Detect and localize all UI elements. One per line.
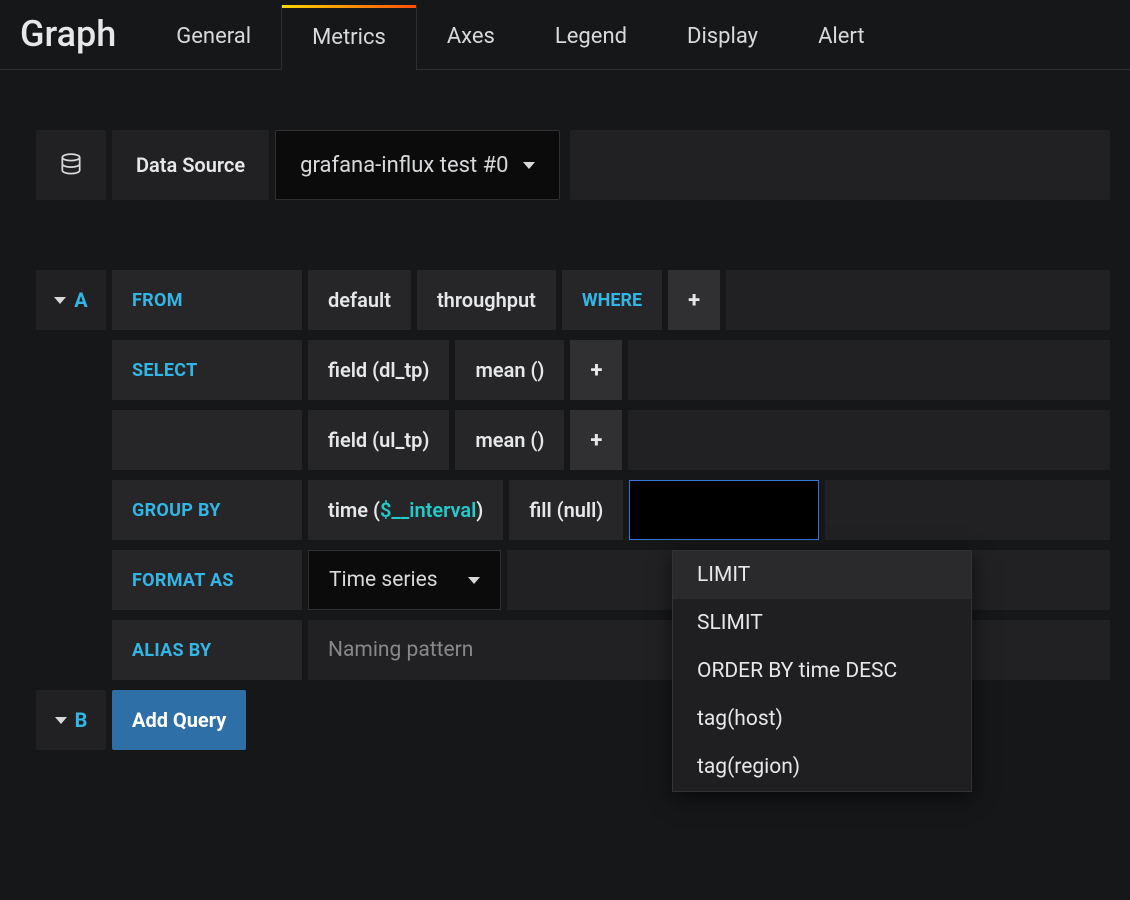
query-row-select-1: SELECT field (dl_tp) mean () + (36, 340, 1110, 400)
query-handle-spacer (36, 340, 106, 400)
segment-mean-dl[interactable]: mean () (455, 340, 564, 400)
datasource-select[interactable]: grafana-influx test #0 (275, 130, 559, 200)
keyword-formatas: FORMAT AS (112, 550, 302, 610)
dropdown-option-slimit[interactable]: SLIMIT (673, 599, 971, 647)
query-toggle-b[interactable]: B (36, 690, 106, 750)
query-ref-label: B (75, 708, 88, 732)
dropdown-option-limit[interactable]: LIMIT (673, 551, 971, 599)
tab-legend[interactable]: Legend (525, 4, 657, 69)
row-fill (628, 340, 1110, 400)
keyword-empty (112, 410, 302, 470)
datasource-label: Data Source (112, 130, 269, 200)
groupby-add-input[interactable] (629, 480, 819, 540)
segment-mean-ul[interactable]: mean () (455, 410, 564, 470)
query-handle-spacer (36, 620, 106, 680)
datasource-icon (36, 130, 106, 200)
query-handle-spacer (36, 480, 106, 540)
tab-metrics[interactable]: Metrics (281, 5, 417, 70)
segment-field-ul[interactable]: field (ul_tp) (308, 410, 449, 470)
tab-axes[interactable]: Axes (417, 4, 525, 69)
row-fill (726, 270, 1110, 330)
keyword-from: FROM (112, 270, 302, 330)
query-handle-spacer (36, 410, 106, 470)
query-ref-label: A (74, 288, 87, 312)
add-select-part-button-2[interactable]: + (570, 410, 622, 470)
row-fill (628, 410, 1110, 470)
chevron-down-icon (523, 162, 535, 169)
dropdown-option-tag-host[interactable]: tag(host) (673, 695, 971, 743)
format-as-value: Time series (329, 568, 438, 592)
datasource-row: Data Source grafana-influx test #0 (36, 130, 1110, 200)
panel-tab-bar: Graph General Metrics Axes Legend Displa… (0, 0, 1130, 70)
caret-down-icon (55, 717, 67, 724)
query-row-from: A FROM default throughput WHERE + (36, 270, 1110, 330)
panel-type-title: Graph (16, 13, 146, 69)
dropdown-option-orderby[interactable]: ORDER BY time DESC (673, 647, 971, 695)
add-select-part-button[interactable]: + (570, 340, 622, 400)
datasource-selected-value: grafana-influx test #0 (300, 153, 508, 178)
metrics-panel-body: Data Source grafana-influx test #0 A FRO… (0, 70, 1130, 780)
segment-field-dl[interactable]: field (dl_tp) (308, 340, 449, 400)
query-handle-spacer (36, 550, 106, 610)
query-toggle-a[interactable]: A (36, 270, 106, 330)
segment-policy[interactable]: default (308, 270, 411, 330)
datasource-row-fill (570, 130, 1110, 200)
query-row-groupby: GROUP BY time ($__interval) fill (null) (36, 480, 1110, 540)
row-fill (825, 480, 1110, 540)
segment-time-interval[interactable]: time ($__interval) (308, 480, 503, 540)
segment-measurement[interactable]: throughput (417, 270, 556, 330)
segment-highlight: $__interval (380, 498, 476, 522)
tab-alert[interactable]: Alert (788, 4, 895, 69)
format-as-select[interactable]: Time series (308, 550, 501, 610)
add-query-button[interactable]: Add Query (112, 690, 246, 750)
segment-text: time ( (328, 498, 380, 522)
keyword-groupby: GROUP BY (112, 480, 302, 540)
segment-text: ) (476, 498, 483, 522)
add-where-button[interactable]: + (668, 270, 720, 330)
caret-down-icon (54, 297, 66, 304)
keyword-select: SELECT (112, 340, 302, 400)
groupby-dropdown: LIMIT SLIMIT ORDER BY time DESC tag(host… (672, 550, 972, 792)
segment-where-keyword[interactable]: WHERE (562, 270, 662, 330)
segment-fill[interactable]: fill (null) (509, 480, 623, 540)
query-row-select-2: field (ul_tp) mean () + (36, 410, 1110, 470)
keyword-aliasby: ALIAS BY (112, 620, 302, 680)
chevron-down-icon (468, 577, 480, 584)
dropdown-option-tag-region[interactable]: tag(region) (673, 743, 971, 791)
tab-general[interactable]: General (146, 4, 281, 69)
tab-display[interactable]: Display (657, 4, 788, 69)
